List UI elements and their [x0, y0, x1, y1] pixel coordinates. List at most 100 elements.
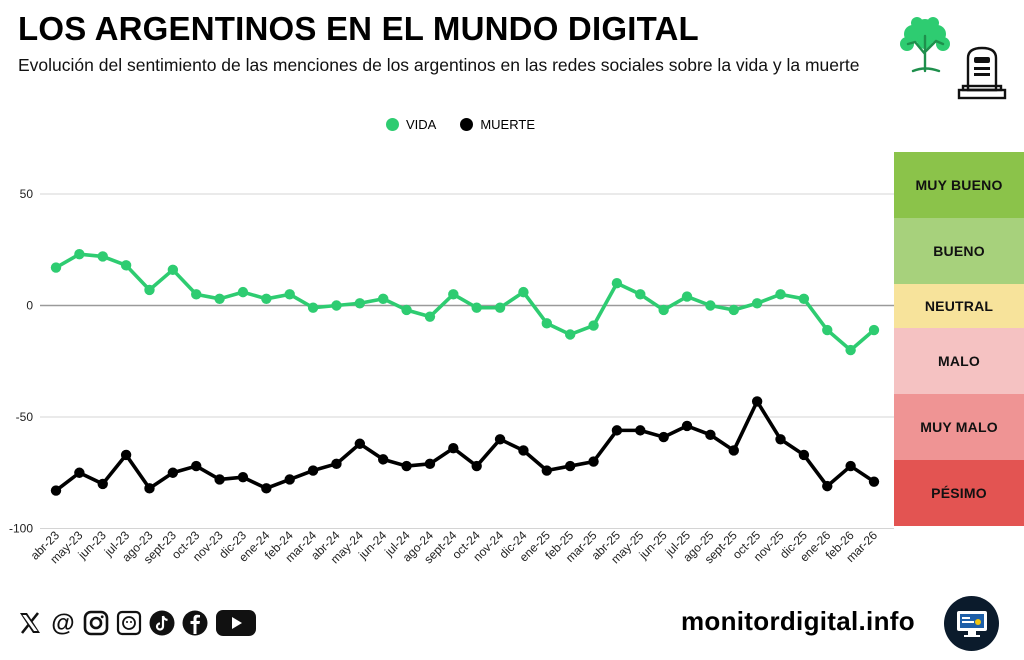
data-point-muerte: [307, 465, 319, 476]
data-point-muerte: [237, 472, 249, 483]
data-point-vida: [307, 302, 319, 313]
band-malo: MALO: [894, 328, 1024, 394]
tombstone-icon: [957, 46, 1007, 100]
data-point-muerte: [822, 480, 833, 492]
page-subtitle: Evolución del sentimiento de las mencion…: [18, 55, 860, 75]
band-bueno: BUENO: [894, 218, 1024, 284]
series-line-vida: [55, 252, 876, 352]
data-point-vida: [658, 304, 669, 316]
band-muy-malo: MUY MALO: [894, 394, 1024, 460]
data-point-muerte: [798, 449, 810, 461]
data-point-muerte: [401, 460, 412, 472]
band-label: NEUTRAL: [924, 298, 994, 314]
line-chart: 500-50-100abr-23may-23jun-23jul-23ago-23…: [9, 187, 894, 566]
monitor-digital-logo-icon: [944, 596, 999, 651]
band-label: MALO: [937, 353, 980, 369]
data-point-muerte: [494, 434, 506, 445]
data-point-muerte: [751, 396, 763, 407]
y-tick-label: -50: [16, 410, 34, 424]
data-point-muerte: [331, 458, 342, 470]
legend-item-muerte[interactable]: MUERTE: [460, 117, 535, 132]
site-url[interactable]: monitordigital.info: [681, 606, 915, 636]
wikipedia-icon[interactable]: [115, 609, 143, 637]
legend-label-muerte: MUERTE: [480, 117, 535, 132]
data-point-muerte: [658, 431, 669, 443]
page-title: LOS ARGENTINOS EN EL MUNDO DIGITAL: [18, 10, 699, 47]
youtube-icon[interactable]: [214, 609, 258, 637]
x-icon[interactable]: [16, 609, 44, 637]
y-tick-label: 50: [20, 187, 34, 201]
data-point-vida: [728, 304, 739, 316]
band-neutral: NEUTRAL: [894, 284, 1024, 328]
data-point-vida: [775, 289, 786, 300]
data-point-vida: [378, 293, 389, 305]
data-point-muerte: [354, 438, 366, 449]
data-point-muerte: [120, 449, 132, 461]
data-point-vida: [868, 324, 880, 336]
data-point-vida: [237, 286, 249, 298]
tree-icon: [900, 17, 950, 73]
data-point-vida: [120, 260, 132, 271]
band-label: MUY MALO: [920, 419, 998, 435]
data-point-muerte: [705, 429, 716, 441]
band-muy-bueno: MUY BUENO: [894, 152, 1024, 218]
band-label: MUY BUENO: [915, 177, 1003, 193]
legend-item-vida[interactable]: VIDA: [386, 117, 436, 132]
data-point-muerte: [378, 454, 389, 465]
data-point-vida: [331, 300, 342, 311]
data-point-vida: [798, 293, 810, 305]
data-point-muerte: [191, 460, 202, 472]
data-point-muerte: [424, 458, 436, 470]
data-point-vida: [471, 302, 482, 313]
data-point-muerte: [635, 425, 646, 436]
data-point-muerte: [775, 434, 786, 445]
data-point-muerte: [681, 420, 693, 432]
threads-icon[interactable]: @: [49, 609, 77, 637]
band-label: BUENO: [933, 243, 985, 259]
data-point-vida: [74, 249, 85, 260]
data-point-vida: [284, 289, 295, 300]
data-point-muerte: [284, 474, 295, 485]
data-point-muerte: [728, 445, 739, 456]
data-point-vida: [354, 298, 366, 309]
data-point-muerte: [167, 467, 179, 478]
data-point-vida: [261, 293, 272, 305]
chart-legend: VIDA MUERTE: [386, 117, 535, 132]
data-point-muerte: [564, 460, 576, 472]
social-icons: @: [16, 609, 258, 637]
data-point-muerte: [261, 483, 272, 494]
data-point-vida: [635, 289, 646, 300]
facebook-icon[interactable]: [181, 609, 209, 637]
svg-text:@: @: [51, 610, 74, 636]
series-line-muerte: [54, 399, 875, 493]
data-point-vida: [705, 300, 716, 311]
data-point-vida: [424, 311, 436, 322]
data-point-vida: [214, 293, 225, 305]
data-point-muerte: [97, 478, 108, 490]
data-point-vida: [448, 289, 459, 300]
tiktok-icon[interactable]: [148, 609, 176, 637]
data-point-muerte: [845, 460, 856, 472]
data-point-muerte: [214, 474, 225, 485]
data-point-muerte: [611, 425, 623, 436]
data-point-muerte: [541, 465, 552, 476]
instagram-icon[interactable]: [82, 609, 110, 637]
data-point-muerte: [471, 460, 482, 472]
data-point-vida: [751, 298, 763, 309]
y-tick-label: -100: [9, 522, 33, 536]
data-point-vida: [518, 286, 529, 298]
data-point-muerte: [74, 467, 85, 478]
y-tick-label: 0: [26, 299, 33, 313]
data-point-muerte: [868, 476, 880, 487]
data-point-vida: [611, 278, 623, 289]
data-point-muerte: [50, 485, 62, 496]
data-point-vida: [191, 289, 202, 300]
legend-label-vida: VIDA: [406, 117, 437, 132]
data-point-vida: [845, 344, 856, 356]
data-point-vida: [588, 320, 599, 331]
data-point-vida: [681, 291, 693, 302]
data-point-vida: [494, 302, 506, 313]
data-point-vida: [564, 329, 576, 340]
data-point-vida: [541, 318, 552, 329]
data-point-vida: [822, 324, 833, 336]
